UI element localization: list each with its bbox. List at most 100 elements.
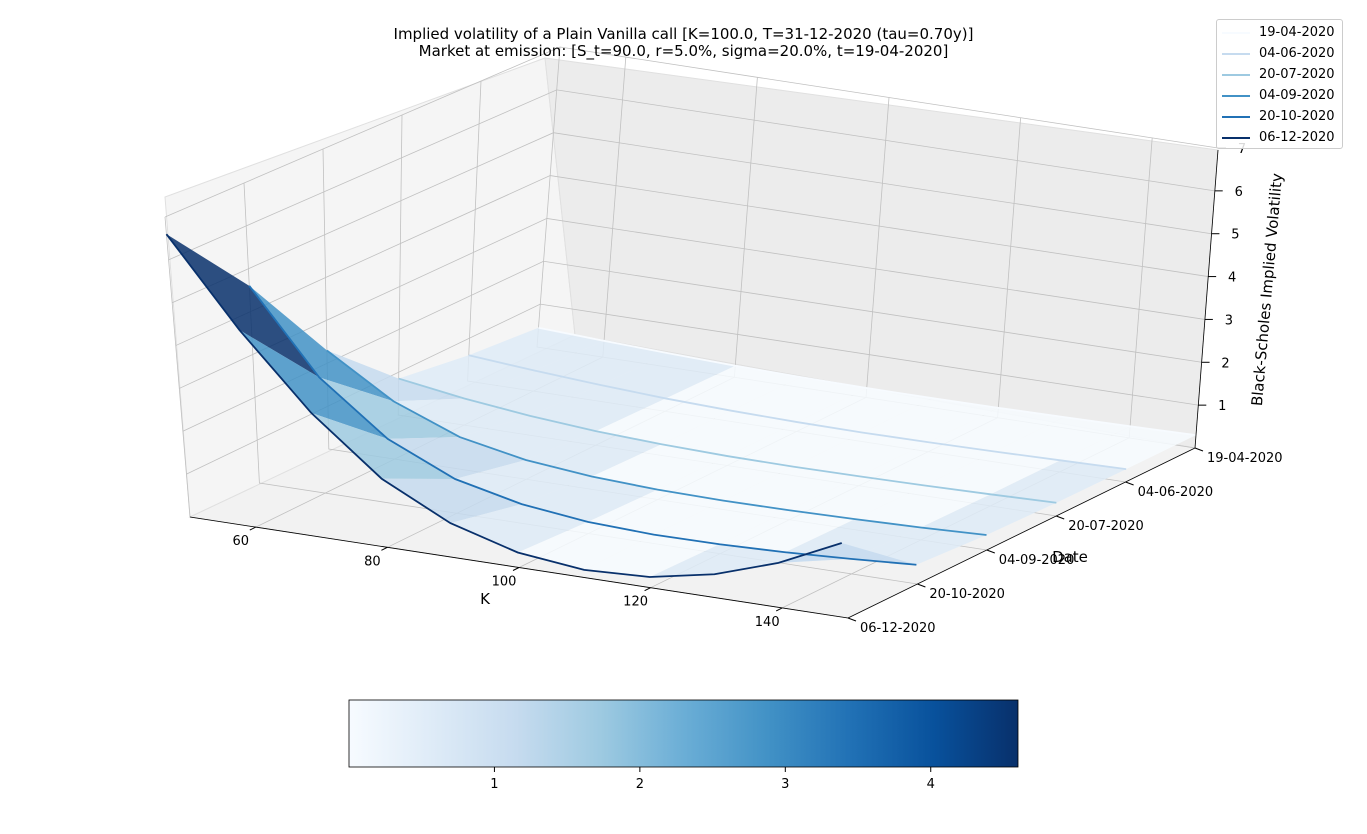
x-axis-line	[189, 516, 849, 619]
surface-patch	[850, 527, 987, 565]
y-tick-label: 06-12-2020	[860, 621, 936, 636]
y-axis-label: Date	[1052, 548, 1088, 566]
surface-patch	[653, 500, 790, 545]
y-tick	[1056, 515, 1065, 520]
series-line	[398, 377, 1057, 504]
axis-tick-labels: 60 80 100 120 140 19-04-2020 04-06-2020 20-07-2…	[233, 142, 1283, 636]
surface-patch	[858, 442, 995, 486]
legend-swatch	[1222, 115, 1250, 118]
series-line	[538, 326, 1197, 437]
series-line	[468, 354, 1127, 471]
surface-patch	[778, 543, 917, 565]
surface-patch	[398, 355, 535, 399]
surface-patch	[661, 410, 798, 457]
surface-patch	[381, 478, 522, 524]
surface-patch	[530, 384, 666, 432]
chart-subtitle: Market at emission: [S_t=90.0, r=5.0%, s…	[418, 42, 949, 60]
legend-label: 19-04-2020	[1259, 25, 1335, 40]
colorbar-tick-label: 2	[636, 777, 644, 792]
surface-patch	[990, 460, 1127, 503]
colorbar-ticks: 1 2 3 4	[490, 767, 935, 792]
x-tick-label: 60	[233, 534, 250, 549]
chart-title: Implied volatility of a Plain Vanilla ca…	[393, 25, 974, 43]
y-tick-label: 20-10-2020	[929, 587, 1005, 602]
surface-patch	[166, 234, 320, 378]
legend-label: 04-06-2020	[1259, 46, 1335, 61]
x-tick-label: 80	[364, 554, 381, 569]
x-tick	[512, 567, 520, 571]
surface-patch	[595, 398, 732, 445]
legend-label: 20-07-2020	[1259, 67, 1335, 82]
surface-patch	[534, 340, 670, 385]
legend: 19-04-2020 04-06-2020 20-07-2020 04-09-2020…	[1216, 19, 1343, 149]
surface-patch	[665, 365, 801, 411]
surface-patch	[521, 476, 658, 522]
surface-patch	[459, 415, 596, 461]
x-tick	[381, 546, 388, 551]
axis-ticks	[249, 147, 1226, 622]
surface-patch	[599, 353, 736, 399]
legend-item: 19-04-2020	[1217, 22, 1342, 43]
y-axis-line	[847, 447, 1196, 619]
legend-swatch	[1222, 136, 1250, 139]
x-tick-label: 120	[623, 595, 648, 610]
z-tick-label: 4	[1228, 271, 1236, 286]
surface-patch	[797, 388, 933, 433]
z-tick-label: 2	[1221, 356, 1229, 371]
surface-patch	[920, 494, 1057, 535]
surface-patch	[785, 519, 921, 559]
x-axis-label: K	[480, 590, 491, 608]
surface-patch	[789, 476, 925, 520]
colorbar	[348, 699, 1019, 768]
surface-patch	[649, 544, 786, 577]
surface-patch	[584, 534, 720, 577]
legend-swatch	[1222, 94, 1250, 97]
series-line	[165, 233, 843, 578]
surface-patch	[387, 437, 526, 480]
surface-patch	[587, 489, 724, 535]
legend-swatch	[1222, 52, 1250, 55]
surface-patch	[450, 504, 588, 553]
series-lines	[165, 233, 1197, 578]
z-tick-label: 5	[1231, 228, 1239, 243]
series-line	[326, 349, 987, 536]
surface-patch	[311, 412, 456, 480]
y-tick-label: 19-04-2020	[1207, 451, 1283, 466]
legend-item: 20-07-2020	[1217, 64, 1342, 85]
surface-patch	[727, 422, 863, 467]
surface-patch	[723, 466, 859, 511]
y-tick	[986, 549, 995, 554]
surface-patch	[468, 327, 605, 371]
surface-patch	[393, 398, 531, 438]
x-tick-label: 100	[492, 575, 517, 590]
z-tick-label: 3	[1225, 313, 1233, 328]
legend-item: 20-10-2020	[1217, 106, 1342, 127]
legend-item: 04-09-2020	[1217, 85, 1342, 106]
colorbar-tick-label: 3	[781, 777, 789, 792]
surface-patch	[928, 407, 1065, 452]
x-tick	[644, 587, 651, 592]
surface-patch	[862, 398, 999, 443]
surface-patch	[657, 456, 794, 501]
surface-patch	[455, 460, 592, 505]
surface-patch	[854, 485, 991, 528]
x-tick	[249, 526, 257, 531]
legend-item: 04-06-2020	[1217, 43, 1342, 64]
legend-label: 04-09-2020	[1259, 88, 1335, 103]
surface-patch	[1060, 426, 1196, 470]
y-tick	[1194, 447, 1204, 452]
legend-label: 20-10-2020	[1259, 109, 1335, 124]
y-tick	[847, 617, 857, 622]
surface-patch	[517, 521, 654, 570]
y-tick-label: 04-09-2020	[999, 553, 1075, 568]
colorbar-tick-label: 4	[927, 777, 935, 792]
z-axis-label: Black-Scholes Implied Volatility	[1248, 172, 1286, 406]
surface-patch	[464, 370, 600, 416]
legend-swatch	[1222, 73, 1250, 76]
y-tick-label: 04-06-2020	[1138, 485, 1214, 500]
y-tick	[1125, 481, 1134, 486]
surface-patch	[719, 510, 855, 553]
y-tick-label: 20-07-2020	[1068, 519, 1144, 534]
surface-patch	[994, 417, 1131, 461]
